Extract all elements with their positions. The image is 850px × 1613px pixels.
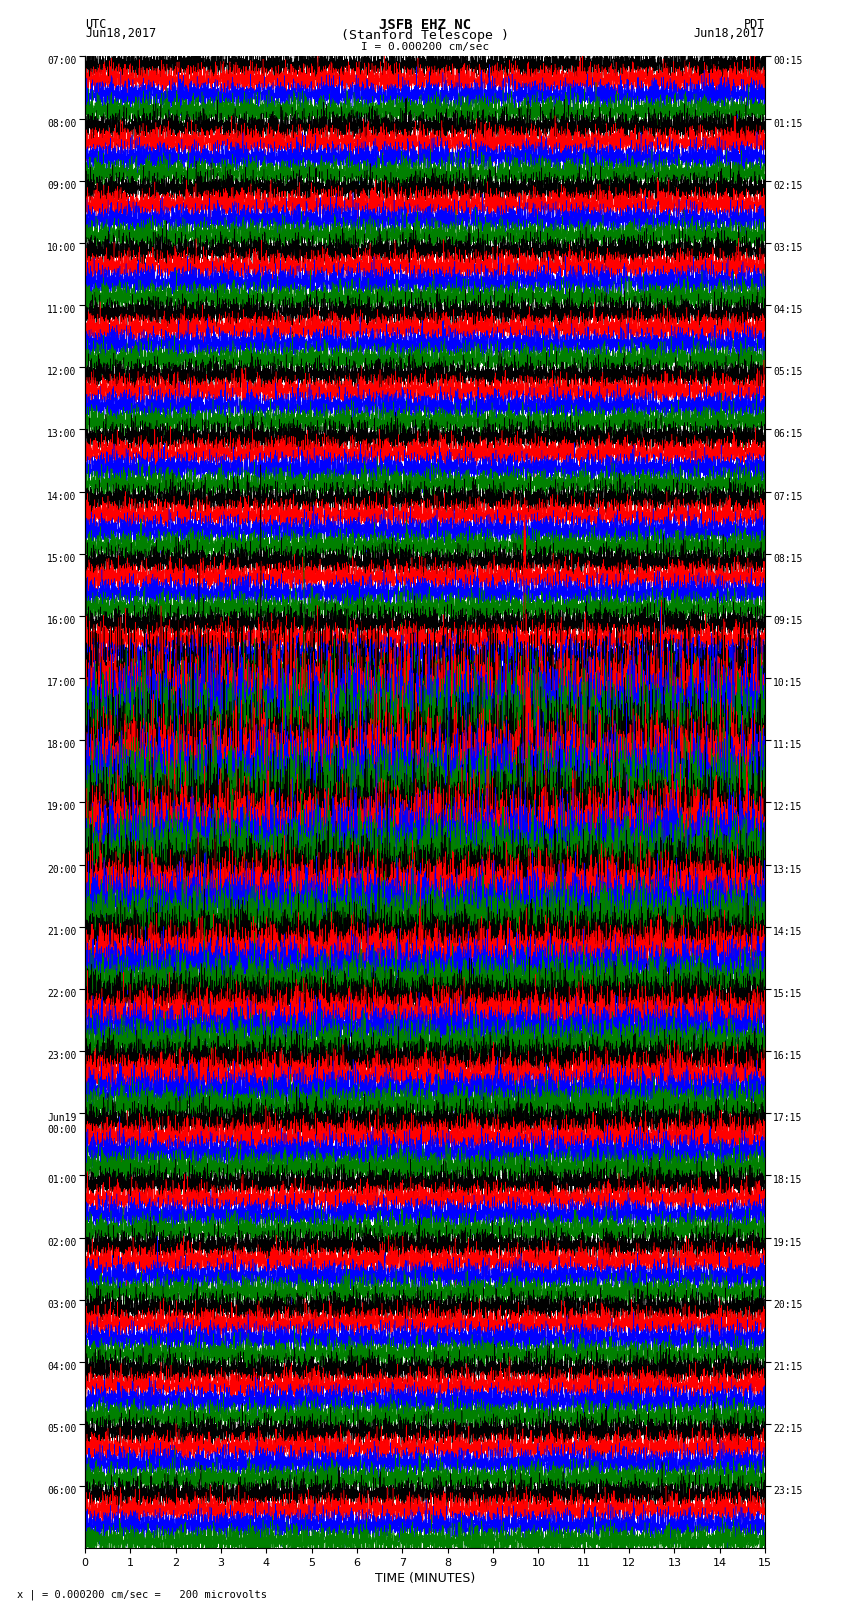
X-axis label: TIME (MINUTES): TIME (MINUTES) bbox=[375, 1573, 475, 1586]
Text: UTC: UTC bbox=[85, 18, 106, 31]
Text: JSFB EHZ NC: JSFB EHZ NC bbox=[379, 18, 471, 32]
Text: (Stanford Telescope ): (Stanford Telescope ) bbox=[341, 29, 509, 42]
Text: Jun18,2017: Jun18,2017 bbox=[85, 27, 156, 40]
Text: I = 0.000200 cm/sec: I = 0.000200 cm/sec bbox=[361, 42, 489, 52]
Text: Jun18,2017: Jun18,2017 bbox=[694, 27, 765, 40]
Text: x | = 0.000200 cm/sec =   200 microvolts: x | = 0.000200 cm/sec = 200 microvolts bbox=[17, 1589, 267, 1600]
Text: PDT: PDT bbox=[744, 18, 765, 31]
